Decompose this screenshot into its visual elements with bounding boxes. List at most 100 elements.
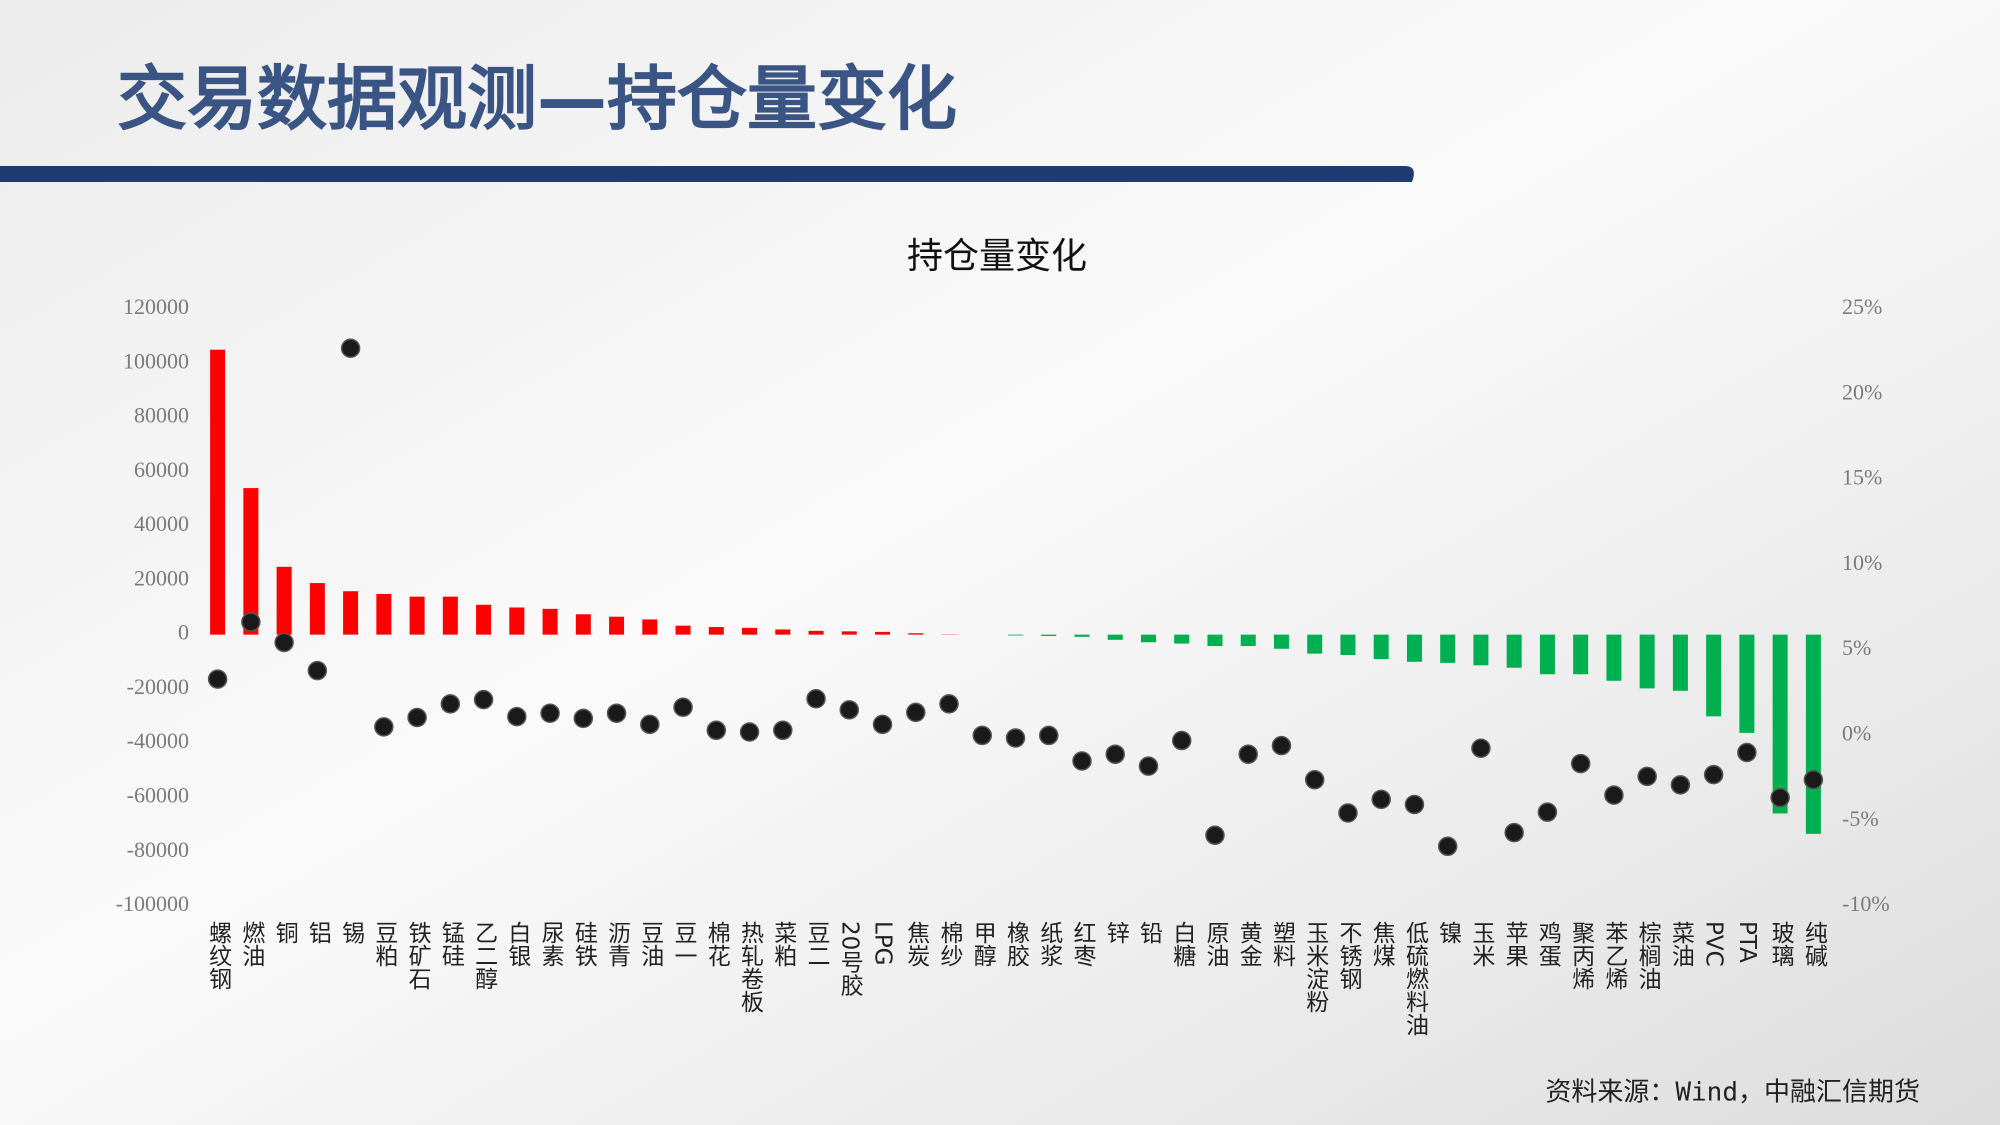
bar	[1739, 634, 1755, 733]
bar	[542, 608, 558, 635]
x-tick-label: PTA	[1734, 921, 1760, 963]
dot	[1437, 836, 1458, 857]
x-tick-label: 镍	[1435, 921, 1463, 944]
bar	[1174, 634, 1190, 644]
dot	[340, 338, 361, 358]
bar	[409, 596, 425, 635]
x-tick-label: 锡	[338, 921, 366, 944]
bar	[1772, 634, 1788, 814]
dot	[1105, 744, 1125, 764]
bar	[875, 631, 891, 635]
dot	[1205, 825, 1225, 845]
dot	[1670, 775, 1691, 795]
bar	[476, 604, 492, 635]
dot	[207, 669, 228, 689]
dot	[872, 714, 893, 735]
bar	[1606, 634, 1622, 681]
bar	[1207, 634, 1223, 647]
y-tick-label: -100000	[116, 891, 189, 916]
bar	[442, 596, 458, 635]
bar	[1140, 634, 1156, 643]
bar	[1639, 634, 1655, 689]
x-tick-label: 乙二醇	[471, 921, 498, 990]
dot	[739, 722, 760, 742]
x-tick-label: 塑料	[1268, 921, 1296, 967]
bar	[1240, 634, 1256, 647]
x-tick-label: 红枣	[1069, 921, 1097, 967]
y-tick-label: 40000	[134, 511, 189, 536]
y-tick-label: -60000	[127, 783, 189, 808]
x-tick-label: 聚丙烯	[1568, 921, 1596, 990]
x-tick-label: 棉花	[703, 921, 731, 967]
x-tick-label: 沥青	[604, 921, 632, 967]
bar	[1406, 634, 1422, 662]
y-tick-label: -40000	[127, 728, 189, 753]
bar	[775, 629, 791, 635]
dot	[1238, 744, 1258, 764]
bar	[1074, 634, 1090, 637]
bar	[1008, 634, 1023, 636]
dot	[374, 717, 394, 737]
bar	[1473, 634, 1489, 666]
x-tick-label: 铁矿石	[404, 921, 432, 990]
y-tick-label: 60000	[134, 457, 189, 482]
dot	[673, 697, 693, 718]
x-tick-label: 玻璃	[1767, 921, 1795, 967]
bar	[1672, 634, 1688, 691]
dot	[1737, 742, 1757, 763]
dot	[1770, 787, 1790, 808]
y-tick-label: -80000	[127, 837, 189, 862]
bar	[1307, 634, 1323, 654]
slide-title: 交易数据观测—持仓量变化	[117, 58, 957, 140]
bar	[1805, 634, 1821, 834]
y-tick-label: 120000	[123, 294, 189, 319]
bar	[1273, 634, 1289, 649]
bar	[642, 619, 658, 635]
x-tick-label: 铜	[271, 921, 299, 944]
bar	[1539, 634, 1555, 675]
dot	[1604, 785, 1624, 805]
x-tick-label: 玉米淀粉	[1302, 921, 1330, 1013]
x-tick-label: 豆粕	[371, 921, 399, 967]
y-tick-label: 80000	[134, 403, 189, 428]
bar	[243, 488, 259, 635]
dot	[440, 694, 461, 714]
dot	[1271, 735, 1292, 756]
y2-tick-label: -10%	[1842, 891, 1890, 916]
bar	[509, 607, 525, 635]
x-tick-label: 20号胶	[836, 921, 864, 997]
dot	[307, 660, 328, 681]
bar	[343, 591, 359, 635]
x-tick-label: 黄金	[1235, 921, 1263, 967]
bar	[276, 566, 292, 635]
bar	[575, 614, 591, 635]
bar	[1706, 634, 1722, 717]
dot	[241, 612, 261, 632]
x-tick-label: 棕榈油	[1634, 921, 1662, 990]
dot	[1371, 789, 1391, 810]
dot	[906, 702, 926, 723]
x-tick-label: 低硫燃料油	[1401, 921, 1429, 1036]
x-tick-label: 鸡蛋	[1534, 921, 1562, 967]
dot	[407, 707, 427, 728]
bar	[841, 631, 857, 635]
x-tick-label: 菜油	[1667, 921, 1695, 967]
dot	[972, 725, 993, 746]
dot	[573, 708, 594, 729]
dot	[1038, 725, 1059, 746]
dot	[806, 689, 826, 709]
dot	[1338, 803, 1358, 823]
dot	[1504, 822, 1524, 843]
x-tick-label: 热轧卷板	[737, 921, 765, 1013]
dot	[1703, 764, 1724, 785]
bar	[1340, 634, 1356, 655]
x-tick-label: 铝	[304, 921, 332, 944]
x-tick-label: PVC	[1701, 921, 1727, 967]
dot	[1570, 753, 1591, 774]
dot	[640, 714, 660, 735]
bar	[210, 349, 226, 635]
dot	[1471, 738, 1491, 758]
x-tick-label: 苹果	[1501, 921, 1529, 967]
bar	[1373, 634, 1389, 660]
